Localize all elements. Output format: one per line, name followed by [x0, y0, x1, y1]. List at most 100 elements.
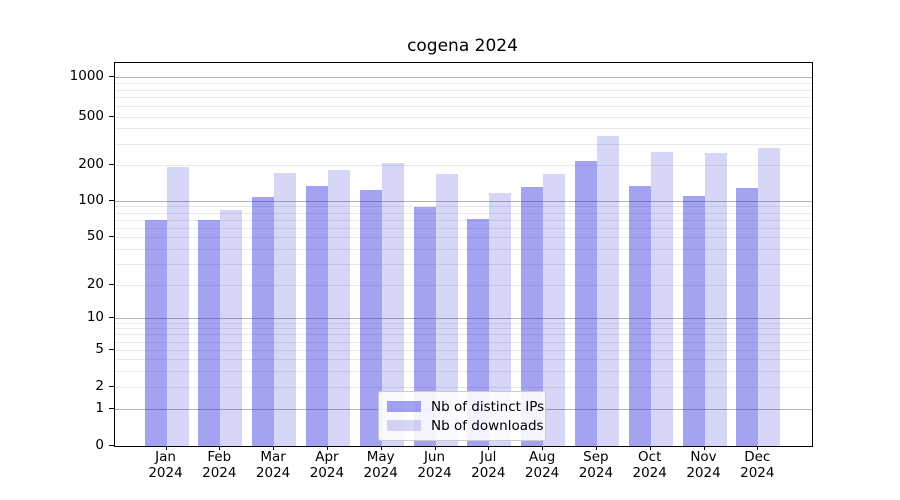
grid-line-minor: [115, 359, 812, 360]
bar-distinct-ips-mar: [252, 197, 275, 446]
y-axis-tick-label: 200: [78, 156, 104, 172]
grid-line-minor: [115, 248, 812, 250]
legend-label-downloads: Nb of downloads: [431, 417, 544, 434]
grid-line-minor: [115, 285, 812, 286]
grid-line-minor: [115, 227, 812, 229]
grid-line-minor: [115, 341, 812, 343]
bar-downloads-aug: [543, 173, 566, 446]
grid-line-minor: [115, 83, 812, 84]
y-axis-tick-label: 50: [86, 228, 104, 244]
x-tick-year: 2024: [524, 464, 560, 481]
bar-downloads-feb: [220, 210, 243, 446]
y-tick-mark: [109, 349, 115, 350]
legend-swatch-downloads: [387, 420, 421, 431]
grid-line-minor: [115, 334, 812, 336]
x-axis-tick-label: Sep 2024: [566, 449, 626, 481]
bar-downloads-jun: [435, 174, 458, 446]
grid-line-minor: [115, 350, 812, 351]
x-tick-month: May: [366, 449, 395, 465]
x-tick-month: Oct: [638, 449, 662, 465]
x-tick-month: Jul: [480, 449, 497, 465]
bar-downloads-may: [381, 162, 404, 446]
x-axis-tick-label: Aug 2024: [512, 449, 572, 481]
x-axis-tick-label: Jan 2024: [136, 449, 196, 481]
grid-line-minor: [115, 370, 812, 372]
x-tick-mark: [703, 446, 705, 450]
bar-downloads-jul: [489, 192, 512, 446]
y-axis-tick-label: 5: [95, 341, 104, 357]
x-tick-mark: [595, 446, 597, 450]
grid-line-minor: [115, 128, 812, 130]
grid-line-minor: [115, 106, 812, 108]
grid-line-minor: [115, 206, 812, 208]
x-tick-mark: [542, 446, 544, 450]
x-tick-mark: [273, 446, 275, 450]
grid-line-minor: [115, 116, 812, 118]
y-axis-tick-label: 1: [95, 400, 104, 416]
y-tick-mark: [109, 408, 115, 409]
y-axis-tick-label: 2: [95, 378, 104, 394]
x-axis-tick-label: Feb 2024: [189, 449, 249, 481]
bar-distinct-ips-jan: [144, 219, 167, 446]
y-tick-mark: [109, 444, 115, 446]
x-tick-year: 2024: [686, 464, 721, 481]
grid-line-minor: [115, 219, 812, 221]
grid-line-minor: [115, 89, 812, 91]
legend-swatch-distinct-ips: [387, 401, 421, 412]
y-tick-mark: [109, 236, 115, 237]
y-axis-tick-label: 100: [78, 192, 104, 208]
bar-downloads-apr: [327, 169, 350, 446]
bar-downloads-jan: [166, 166, 189, 446]
x-axis-tick-label: Apr 2024: [297, 449, 357, 481]
grid-line-minor: [115, 97, 812, 99]
x-tick-month: Dec: [744, 449, 771, 465]
x-tick-year: 2024: [740, 464, 775, 481]
x-tick-mark: [326, 446, 328, 450]
bar-distinct-ips-jul: [467, 218, 490, 446]
x-tick-mark: [757, 446, 759, 450]
bar-distinct-ips-nov: [682, 196, 705, 446]
bar-distinct-ips-may: [359, 189, 382, 446]
y-axis-tick-label: 500: [78, 107, 104, 124]
x-tick-mark: [380, 446, 382, 450]
x-axis-tick-label: Dec 2024: [727, 449, 787, 481]
x-tick-mark: [219, 446, 221, 450]
y-axis-tick-label: 0: [95, 436, 104, 453]
y-tick-mark: [109, 317, 115, 318]
bar-distinct-ips-jun: [413, 207, 436, 446]
plot-area: [114, 62, 813, 447]
y-tick-mark: [109, 76, 115, 77]
y-tick-mark: [109, 115, 115, 117]
grid-line-minor: [115, 237, 812, 238]
legend-item-distinct-ips: Nb of distinct IPs: [387, 397, 544, 416]
x-tick-year: 2024: [255, 464, 291, 481]
grid-line-minor: [115, 387, 812, 388]
x-axis-tick-label: Nov 2024: [674, 449, 734, 481]
bar-downloads-nov: [704, 152, 727, 446]
grid-line-minor: [115, 143, 812, 145]
x-tick-month: Nov: [690, 449, 717, 465]
x-tick-month: Jun: [423, 449, 446, 465]
bar-distinct-ips-apr: [305, 186, 328, 446]
bar-distinct-ips-aug: [521, 187, 544, 446]
x-tick-year: 2024: [148, 464, 183, 481]
bar-distinct-ips-feb: [198, 219, 221, 446]
bar-distinct-ips-dec: [736, 187, 759, 446]
legend-item-downloads: Nb of downloads: [387, 416, 544, 435]
x-tick-month: Jan: [155, 449, 176, 465]
x-axis-tick-label: Mar 2024: [243, 449, 303, 481]
bar-downloads-sep: [596, 136, 619, 446]
y-tick-mark: [109, 386, 115, 387]
grid-line-major: [115, 77, 812, 78]
x-axis-tick-label: Jul 2024: [458, 449, 518, 481]
grid-line-minor: [115, 263, 812, 265]
y-axis-tick-label: 10: [86, 309, 104, 325]
bar-downloads-mar: [274, 172, 297, 446]
grid-line-minor: [115, 212, 812, 214]
x-tick-month: Aug: [528, 449, 556, 465]
grid-line-minor: [115, 322, 812, 324]
x-tick-mark: [434, 446, 436, 450]
grid-line-minor: [115, 165, 812, 166]
x-tick-month: Apr: [315, 449, 339, 465]
